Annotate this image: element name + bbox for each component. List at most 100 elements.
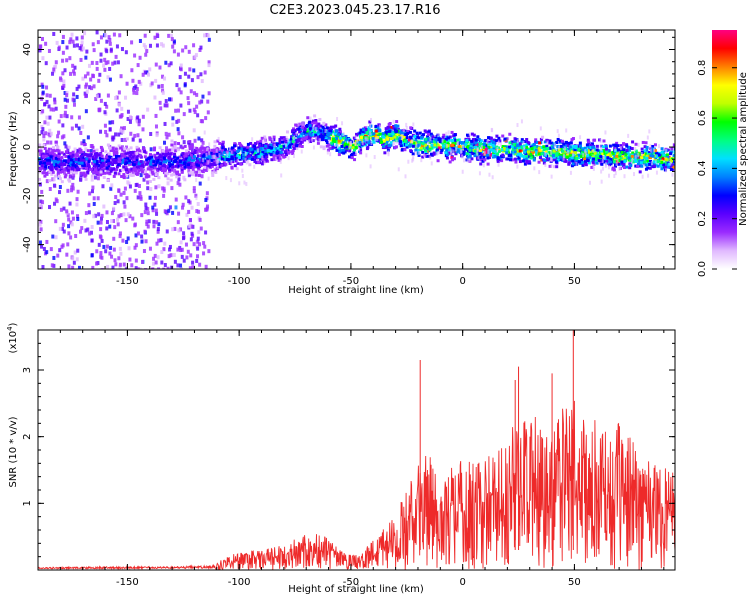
noise-pixel bbox=[48, 128, 52, 133]
band-pixel bbox=[516, 150, 520, 154]
band-pixel bbox=[525, 138, 529, 142]
band-pixel bbox=[525, 161, 529, 165]
noise-pixel bbox=[59, 76, 63, 81]
band-pixel bbox=[248, 156, 252, 160]
band-pixel bbox=[76, 168, 80, 172]
noise-pixel bbox=[113, 60, 117, 65]
band-pixel bbox=[564, 140, 568, 144]
band-pixel bbox=[612, 166, 616, 170]
band-pixel bbox=[648, 159, 652, 163]
band-pixel bbox=[585, 157, 589, 161]
band-pixel bbox=[294, 123, 298, 127]
band-pixel bbox=[490, 139, 494, 143]
band-pixel bbox=[613, 162, 617, 166]
band-pixel bbox=[82, 161, 86, 165]
band-pixel bbox=[259, 139, 263, 143]
band-pixel bbox=[39, 167, 43, 171]
band-pixel bbox=[465, 139, 469, 143]
noise-pixel bbox=[155, 43, 159, 48]
noise-pixel bbox=[63, 68, 67, 73]
noise-pixel bbox=[182, 258, 186, 263]
band-pixel bbox=[174, 164, 178, 168]
band-pixel bbox=[491, 149, 495, 153]
band-pixel bbox=[313, 114, 317, 118]
faint-pixel bbox=[592, 164, 595, 169]
noise-pixel bbox=[197, 209, 201, 214]
band-pixel bbox=[616, 144, 620, 148]
faint-pixel bbox=[328, 139, 331, 144]
noise-pixel bbox=[125, 196, 129, 201]
band-pixel bbox=[282, 145, 286, 149]
band-pixel bbox=[319, 145, 323, 149]
faint-pixel bbox=[410, 139, 413, 144]
noise-pixel bbox=[164, 131, 168, 136]
band-pixel bbox=[639, 161, 643, 165]
band-pixel bbox=[470, 151, 474, 155]
band-pixel bbox=[343, 142, 347, 146]
band-pixel bbox=[60, 156, 64, 160]
band-pixel bbox=[276, 151, 280, 155]
noise-pixel bbox=[179, 103, 183, 108]
noise-pixel bbox=[165, 103, 169, 108]
band-pixel bbox=[321, 125, 325, 129]
band-pixel bbox=[362, 142, 366, 146]
band-pixel bbox=[582, 162, 586, 166]
noise-pixel bbox=[176, 220, 180, 225]
band-pixel bbox=[180, 166, 184, 170]
band-pixel bbox=[451, 141, 455, 145]
band-pixel bbox=[456, 138, 460, 142]
band-pixel bbox=[672, 154, 675, 158]
band-pixel bbox=[513, 137, 517, 141]
band-pixel bbox=[213, 140, 217, 144]
band-pixel bbox=[464, 143, 468, 147]
band-pixel bbox=[128, 159, 132, 163]
band-pixel bbox=[593, 160, 597, 164]
band-pixel bbox=[390, 137, 394, 141]
band-pixel bbox=[44, 164, 48, 168]
noise-pixel bbox=[172, 252, 176, 257]
noise-pixel bbox=[65, 252, 69, 257]
noise-pixel bbox=[145, 219, 149, 224]
faint-pixel bbox=[405, 122, 408, 127]
noise-pixel bbox=[148, 67, 152, 72]
band-pixel bbox=[627, 148, 631, 152]
noise-pixel bbox=[43, 120, 47, 125]
band-pixel bbox=[142, 147, 146, 151]
band-pixel bbox=[484, 147, 488, 151]
colorbar-tick-label: 0.4 bbox=[697, 160, 708, 176]
band-pixel bbox=[470, 157, 474, 161]
band-pixel bbox=[525, 142, 529, 146]
band-pixel bbox=[93, 160, 97, 164]
band-pixel bbox=[67, 158, 71, 162]
faint-pixel bbox=[613, 173, 616, 178]
band-pixel bbox=[646, 159, 650, 163]
faint-pixel bbox=[497, 162, 500, 167]
noise-pixel bbox=[207, 249, 211, 254]
colorbar-ticks: 0.00.20.40.60.8 bbox=[697, 60, 737, 277]
noise-pixel bbox=[201, 140, 205, 145]
band-pixel bbox=[159, 155, 163, 159]
band-pixel bbox=[365, 131, 369, 135]
band-pixel bbox=[645, 154, 649, 158]
noise-pixel bbox=[142, 43, 146, 48]
band-pixel bbox=[326, 133, 330, 137]
band-pixel bbox=[673, 147, 675, 151]
band-pixel bbox=[496, 146, 500, 150]
band-pixel bbox=[221, 154, 225, 158]
band-pixel bbox=[169, 178, 173, 182]
band-pixel bbox=[577, 153, 581, 157]
y-tick-label: 1 bbox=[22, 500, 33, 506]
band-pixel bbox=[148, 156, 152, 160]
band-pixel bbox=[335, 143, 339, 147]
band-pixel bbox=[413, 139, 417, 143]
band-pixel bbox=[317, 125, 321, 129]
band-pixel bbox=[433, 143, 437, 147]
noise-pixel bbox=[181, 236, 185, 241]
band-pixel bbox=[644, 163, 648, 167]
noise-pixel bbox=[207, 91, 211, 96]
band-pixel bbox=[170, 173, 174, 177]
band-pixel bbox=[38, 143, 42, 147]
band-pixel bbox=[472, 133, 476, 137]
noise-pixel bbox=[163, 140, 167, 145]
faint-pixel bbox=[226, 151, 229, 156]
